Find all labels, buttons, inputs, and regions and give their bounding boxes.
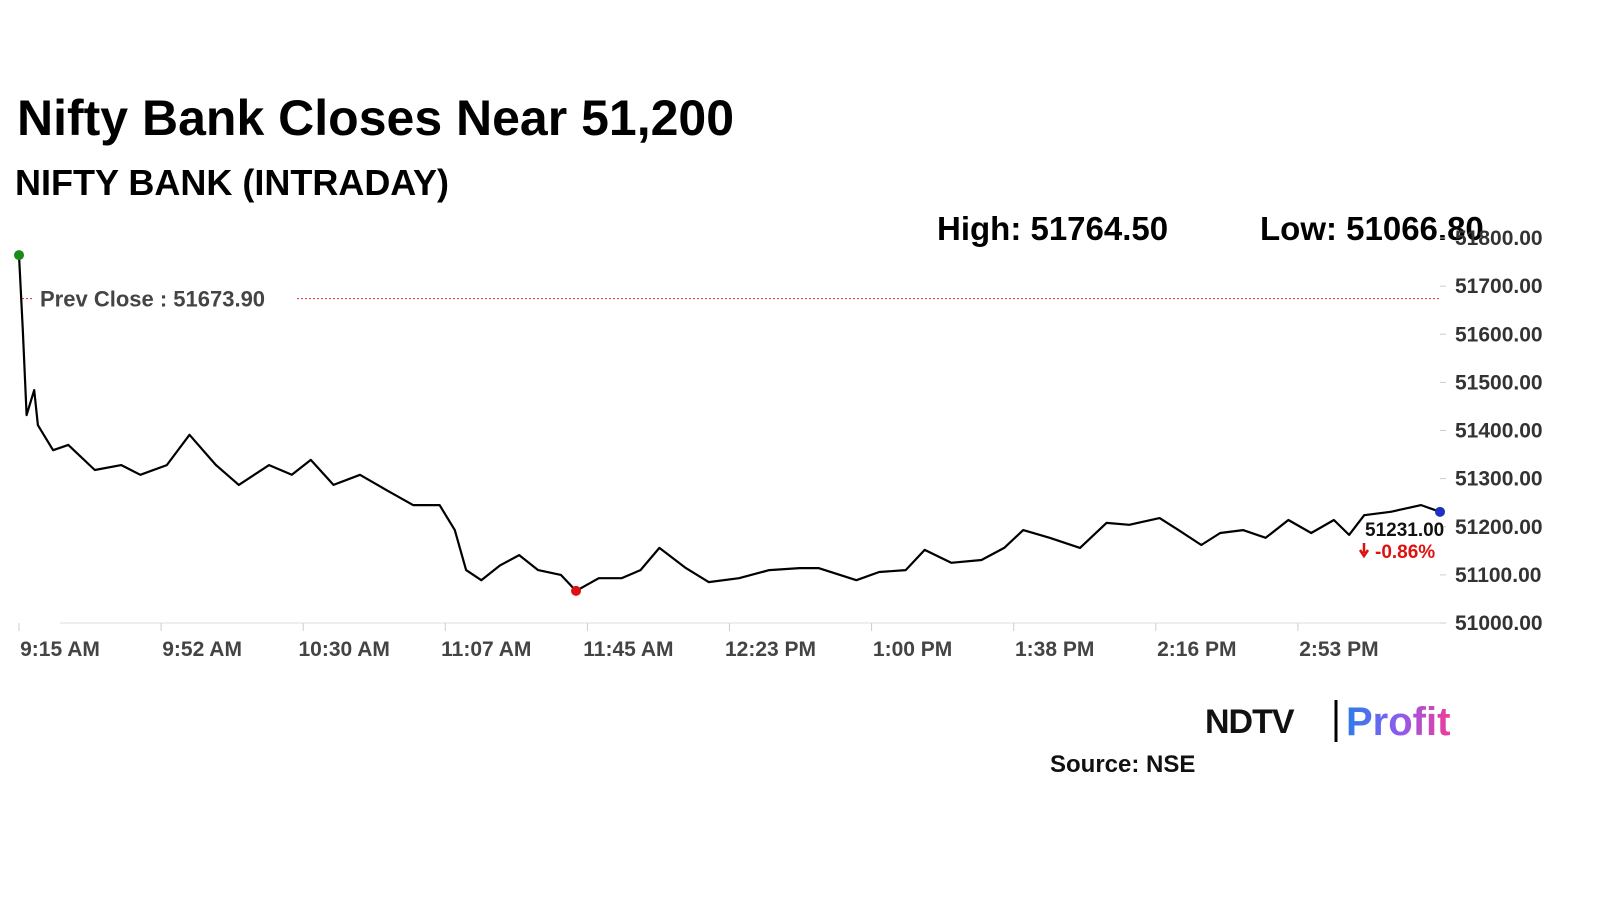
y-tick-label: 51500.00 bbox=[1455, 371, 1543, 394]
x-tick-label: 12:23 PM bbox=[725, 638, 816, 661]
y-tick-label: 51600.00 bbox=[1455, 323, 1543, 346]
logo-profit: Profit bbox=[1346, 700, 1450, 744]
y-tick-label: 51100.00 bbox=[1455, 564, 1541, 587]
change-label: -0.86% bbox=[1375, 542, 1435, 563]
x-tick-label: 11:45 AM bbox=[583, 638, 673, 661]
y-tick-label: 51800.00 bbox=[1455, 227, 1543, 250]
y-tick-label: 51400.00 bbox=[1455, 420, 1543, 443]
y-tick-label: 51300.00 bbox=[1455, 468, 1543, 491]
x-tick-label: 1:38 PM bbox=[1015, 638, 1094, 661]
source: Source: NSE bbox=[1050, 751, 1195, 778]
low-label: Low: 51066.80 bbox=[1260, 210, 1484, 247]
logo-ndtv: NDTV bbox=[1205, 703, 1295, 741]
last-label: 51231.00 bbox=[1365, 520, 1444, 541]
x-tick-label: 1:00 PM bbox=[873, 638, 952, 661]
y-tick-label: 51200.00 bbox=[1455, 516, 1543, 539]
x-tick-label: 9:15 AM bbox=[20, 638, 100, 661]
end-dot bbox=[1435, 506, 1445, 517]
y-tick-label: 51700.00 bbox=[1455, 275, 1543, 298]
x-tick-label: 10:30 AM bbox=[298, 638, 389, 661]
x-tick-label: 2:53 PM bbox=[1299, 638, 1378, 661]
high-label: High: 51764.50 bbox=[937, 210, 1168, 247]
start-dot bbox=[14, 250, 24, 261]
x-tick-label: 2:16 PM bbox=[1157, 638, 1236, 661]
y-tick-label: 51000.00 bbox=[1455, 612, 1543, 635]
chart-title: Nifty Bank Closes Near 51,200 bbox=[17, 90, 734, 146]
down-arrow bbox=[1358, 543, 1370, 559]
low-dot bbox=[571, 585, 582, 596]
x-tick-label: 9:52 AM bbox=[162, 638, 242, 661]
price-line bbox=[17, 255, 1441, 592]
chart-subtitle: NIFTY BANK (INTRADAY) bbox=[15, 162, 449, 203]
prev-close-label: Prev Close : 51673.90 bbox=[40, 287, 265, 312]
x-tick-label: 11:07 AM bbox=[441, 638, 531, 661]
